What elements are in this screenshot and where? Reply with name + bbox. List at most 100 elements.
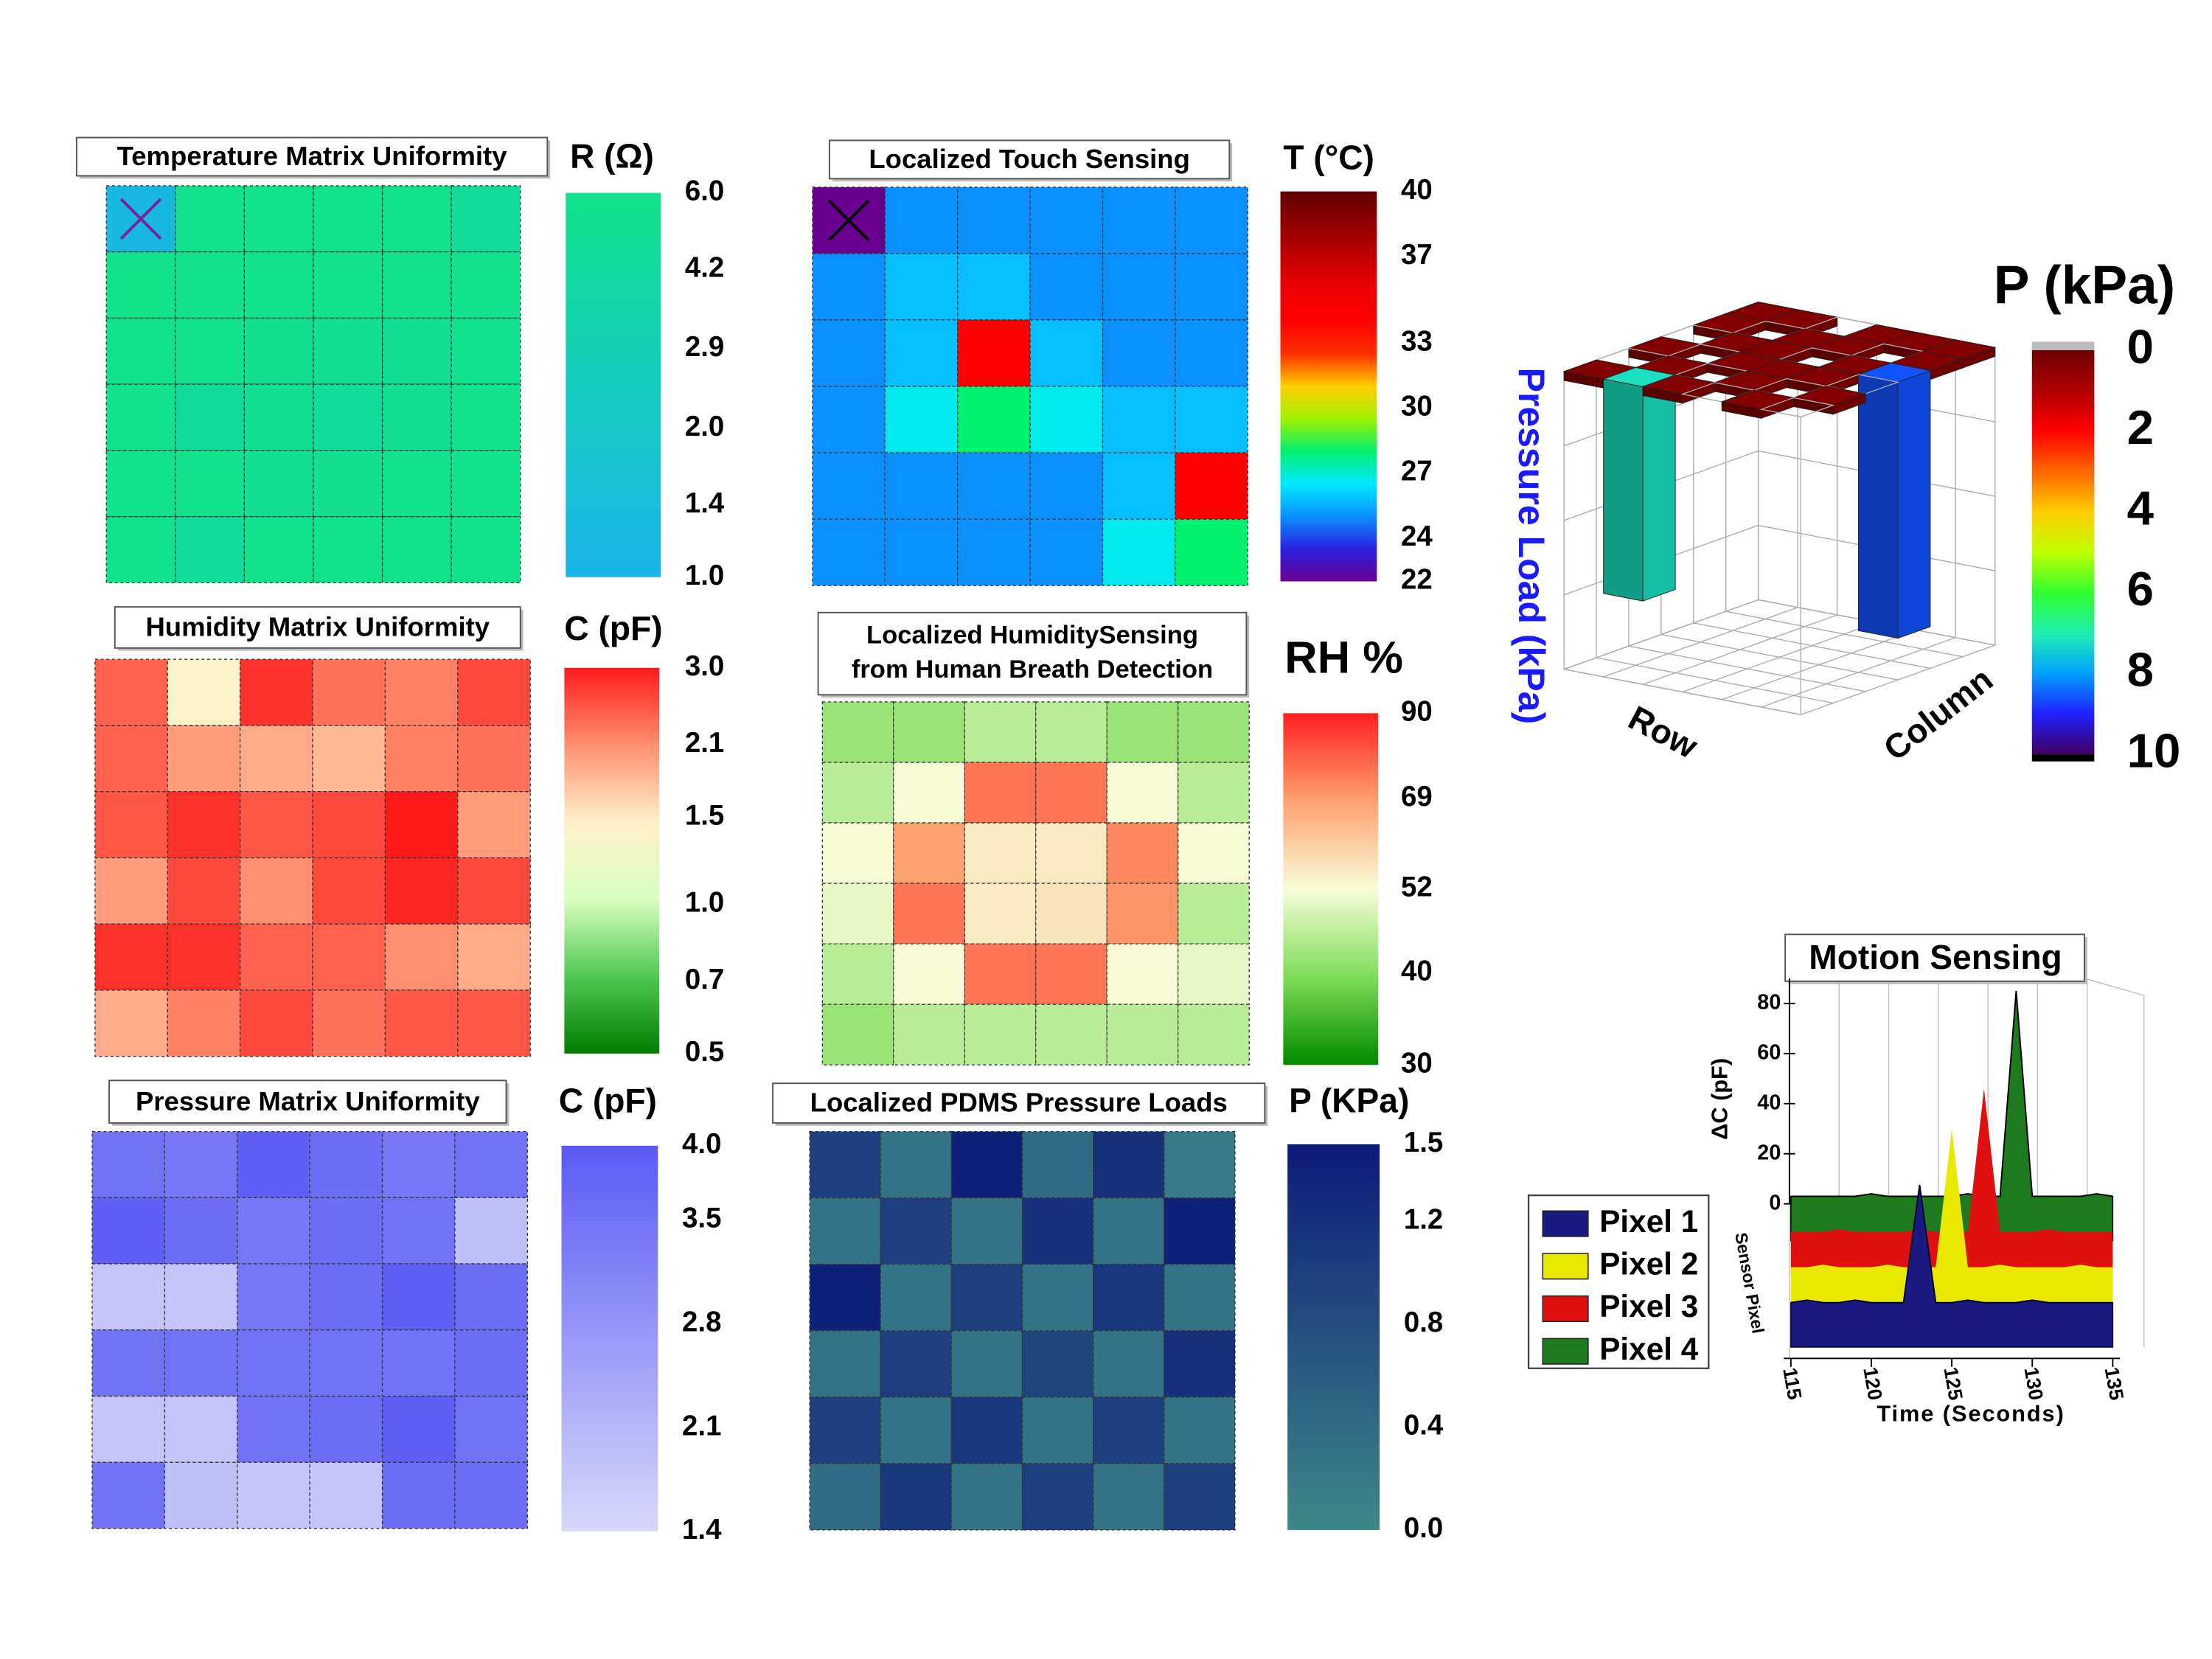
- heatmap-cell: [893, 943, 966, 1005]
- heatmap-cell: [239, 658, 313, 726]
- heatmap-cell: [454, 1395, 529, 1464]
- legend-label: Pixel 4: [1599, 1332, 1699, 1366]
- heatmap-cell: [1164, 1463, 1236, 1531]
- wireframe-line: [1603, 607, 1798, 678]
- heatmap-cell: [1175, 253, 1248, 321]
- y-tick-label: 80: [1757, 991, 1781, 1015]
- heatmap-cell: [312, 725, 386, 793]
- heatmap-cell: [384, 725, 459, 793]
- heatmap-cell: [1021, 1264, 1094, 1332]
- heatmap-cell: [309, 1329, 383, 1397]
- heatmap-cell: [1175, 518, 1248, 586]
- title-box: [829, 139, 1231, 180]
- colorbar-tick-label: 52: [1401, 872, 1433, 903]
- heatmap-cell: [1178, 883, 1250, 945]
- colorbar: [566, 192, 661, 577]
- heatmap-cell: [821, 1004, 894, 1065]
- heatmap-cell: [1178, 943, 1250, 1005]
- heatmap-cell: [809, 1264, 881, 1332]
- heatmap-cell: [243, 251, 314, 319]
- heatmap-cell: [1093, 1463, 1165, 1531]
- heatmap-cell: [1102, 386, 1176, 453]
- heatmap-cell: [164, 1263, 238, 1331]
- heatmap-cell: [167, 857, 241, 925]
- series-line: [1790, 1184, 2113, 1304]
- colorbar-tick-label: 2.0: [685, 411, 724, 442]
- heatmap-cell: [451, 383, 521, 451]
- colorbar-tick-label: 2.9: [685, 331, 724, 363]
- heatmap-cell: [1106, 883, 1179, 945]
- heatmap-cell: [1164, 1264, 1236, 1332]
- colorbar-tick-label: 0.4: [1404, 1410, 1444, 1441]
- heatmap-cell: [821, 943, 894, 1005]
- heatmap-cell: [1035, 943, 1107, 1005]
- heatmap-cell: [312, 990, 386, 1057]
- heatmap-cell: [893, 1004, 966, 1065]
- heatmap-cell: [313, 185, 383, 253]
- heatmap-cell: [237, 1130, 310, 1199]
- x-axis-label: Time (Seconds): [1877, 1400, 2065, 1426]
- colorbar-tick-label: 1.5: [1404, 1127, 1443, 1158]
- heatmap-cell: [1178, 762, 1250, 824]
- colorbar-tick-label: 24: [1401, 521, 1433, 552]
- heatmap-cell: [1029, 386, 1104, 453]
- heatmap-cell: [1035, 883, 1107, 945]
- heatmap-cell: [893, 883, 966, 945]
- heatmap-cell: [1175, 386, 1248, 453]
- colorbar-tick-label: 90: [1401, 695, 1433, 727]
- heatmap-cell: [1029, 452, 1104, 520]
- colorbar-label: P (kPa): [1994, 256, 2175, 316]
- heatmap-cell: [950, 1197, 1023, 1265]
- colorbar-tick-label: 3.5: [682, 1203, 721, 1234]
- legend-label: Pixel 1: [1599, 1204, 1698, 1239]
- heatmap-cell: [167, 791, 241, 859]
- heatmap-cell: [105, 515, 176, 584]
- heatmap-cell: [1102, 253, 1176, 321]
- heatmap-cell: [167, 990, 241, 1057]
- heatmap-cell: [884, 187, 959, 254]
- heatmap-cell: [91, 1461, 166, 1529]
- heatmap-cell: [884, 253, 959, 321]
- colorbar-tick-label: 0.0: [1404, 1512, 1443, 1544]
- colorbar-tick-label: 2: [2127, 400, 2154, 454]
- heatmap-cell: [880, 1264, 953, 1332]
- heatmap-cell: [1021, 1330, 1094, 1398]
- heatmap-cell: [950, 1397, 1023, 1464]
- bar-side: [1858, 374, 1899, 639]
- heatmap-cell: [1178, 701, 1250, 763]
- heatmap-cell: [451, 185, 521, 253]
- heatmap-cell: [964, 883, 1037, 945]
- heatmap-cell: [457, 923, 531, 991]
- heatmap-cell: [94, 658, 168, 726]
- bar-front: [1897, 369, 1931, 639]
- heatmap-cell: [950, 1264, 1023, 1332]
- chart-title: Temperature Matrix Uniformity: [117, 141, 508, 171]
- wireframe-line: [1682, 622, 1877, 693]
- heatmap-cell: [94, 923, 168, 991]
- legend-label: Pixel 2: [1599, 1246, 1698, 1281]
- heatmap-cell: [1029, 187, 1104, 254]
- heatmap-cell: [384, 791, 459, 859]
- colorbar-tick-label: 69: [1401, 781, 1433, 813]
- chart-title: Humidity Matrix Uniformity: [145, 612, 490, 642]
- heatmap-cell: [457, 990, 531, 1057]
- heatmap-cell: [950, 1463, 1023, 1531]
- colorbar-tick-label: 3.0: [685, 650, 724, 682]
- heatmap-cell: [1021, 1397, 1094, 1464]
- colorbar-tick-label: 37: [1401, 239, 1433, 271]
- colorbar-tick-label: 1.4: [682, 1514, 722, 1545]
- heatmap-cell: [313, 317, 383, 385]
- heatmap-cell: [1106, 943, 1179, 1005]
- title-box: [1784, 933, 2085, 982]
- heatmap-cell: [1021, 1463, 1094, 1531]
- x-tick-label: 130: [2020, 1366, 2047, 1402]
- wireframe-line: [1761, 637, 1956, 708]
- colorbar-tick-label: 22: [1401, 564, 1433, 596]
- heatmap-cell: [451, 515, 521, 584]
- heatmap-cell: [1029, 518, 1104, 586]
- heatmap-cell: [809, 1397, 881, 1464]
- colorbar-tick-label: 0: [2127, 319, 2154, 373]
- x-tick-label: 120: [1859, 1366, 1886, 1402]
- heatmap-cell: [175, 317, 246, 385]
